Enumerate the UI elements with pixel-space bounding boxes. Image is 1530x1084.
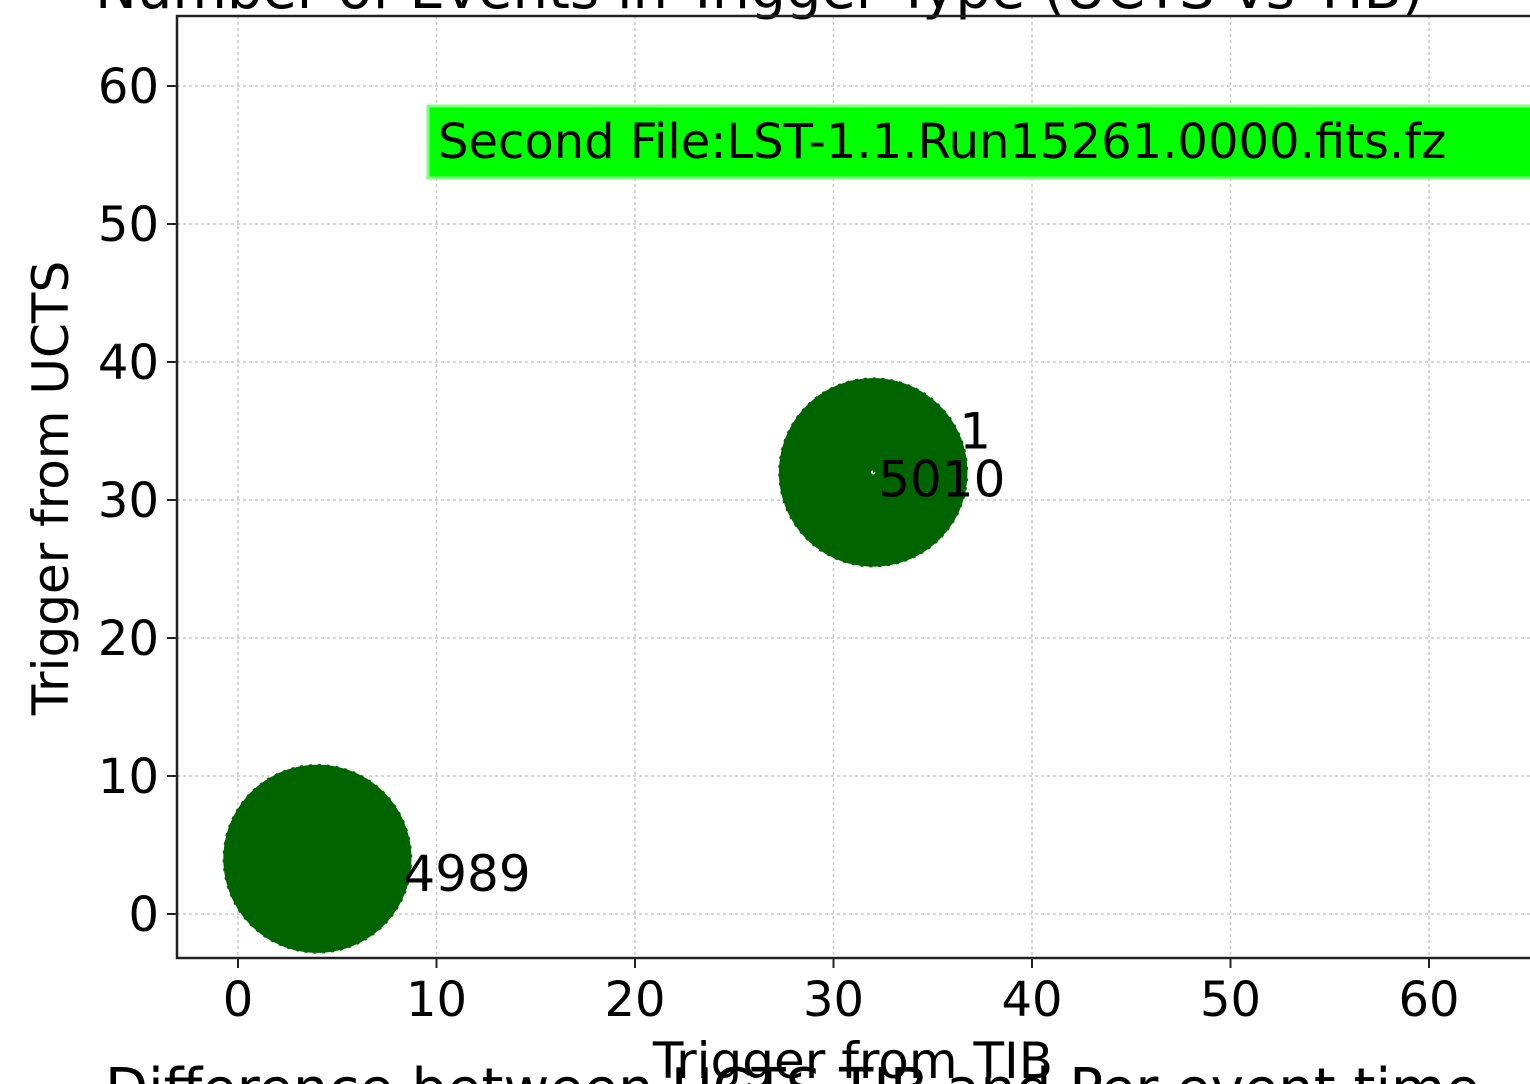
annotation-text: Second File:LST-1.1.Run15261.0000.fits.f… — [438, 114, 1446, 170]
data-label: 5010 — [878, 450, 1005, 508]
plot-frame — [175, 14, 1530, 960]
y-tick-label: 10 — [98, 749, 159, 805]
y-tick-label: 50 — [98, 197, 159, 253]
next-chart-title: Difference between UCTS TIB and Per even… — [105, 1057, 1480, 1084]
y-axis-label: Trigger from UCTS — [22, 261, 80, 716]
ticks-layer: 0 10 20 30 40 50 60 0 10 20 30 40 50 60 — [98, 59, 1460, 1028]
y-tick-label: 20 — [98, 611, 159, 667]
x-axis-label: Trigger from TIB — [652, 1032, 1053, 1084]
x-tick-label: 60 — [1398, 972, 1459, 1028]
y-tick-label: 60 — [98, 59, 159, 115]
y-tick-label: 30 — [98, 473, 159, 529]
data-label: 4989 — [403, 845, 530, 903]
y-tick-label: 40 — [98, 335, 159, 391]
x-tick-label: 30 — [803, 972, 864, 1028]
data-label: 1 — [959, 402, 991, 460]
y-tick-label: 0 — [128, 887, 159, 943]
x-tick-label: 0 — [223, 972, 254, 1028]
marker-point — [221, 763, 413, 955]
chart-title: Number of Events in Trigger Type (UCTS v… — [95, 0, 1424, 22]
x-tick-label: 50 — [1200, 972, 1261, 1028]
x-tick-label: 40 — [1001, 972, 1062, 1028]
markers-layer — [221, 376, 969, 955]
x-tick-label: 10 — [406, 972, 467, 1028]
annotation-box: Second File:LST-1.1.Run15261.0000.fits.f… — [426, 104, 1530, 180]
marker-point — [871, 470, 876, 475]
x-tick-label: 20 — [604, 972, 665, 1028]
annotation-background — [426, 104, 1530, 180]
